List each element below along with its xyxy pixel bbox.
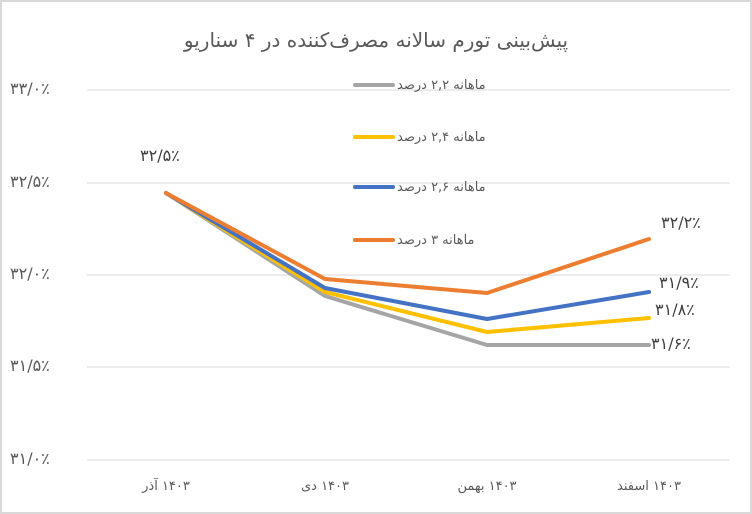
legend-item-2-2[interactable]: ماهانه ۲,۲ درصد bbox=[353, 75, 486, 95]
gridlines bbox=[87, 89, 730, 461]
data-label-end-blue: ۳۱/۹٪ bbox=[659, 273, 699, 292]
legend-swatch-blue bbox=[353, 185, 395, 189]
legend-item-2-4[interactable]: ماهانه ۲,۴ درصد bbox=[353, 127, 486, 147]
data-label-start: ۳۲/۵٪ bbox=[140, 146, 180, 165]
series-line-2-6 bbox=[164, 191, 651, 321]
legend-swatch-gray bbox=[353, 83, 395, 87]
y-tick-31: ۳۱/۰٪ bbox=[10, 449, 50, 468]
chart-title: پیش‌بینی تورم سالانه مصرف‌کننده در ۴ سنا… bbox=[183, 28, 569, 52]
y-tick-33: ۳۳/۰٪ bbox=[10, 79, 50, 98]
x-tick-azar: ۱۴۰۳ آذر bbox=[142, 479, 190, 494]
y-tick-32: ۳۲/۰٪ bbox=[10, 264, 50, 283]
y-tick-32-5: ۳۲/۵٪ bbox=[10, 172, 50, 191]
legend-label: ماهانه ۲,۲ درصد bbox=[397, 77, 486, 93]
data-label-end-gray: ۳۱/۶٪ bbox=[651, 334, 691, 353]
legend-item-2-6[interactable]: ماهانه ۲,۶ درصد bbox=[353, 177, 486, 197]
legend-label: ماهانه ۳ درصد bbox=[397, 232, 475, 248]
legend-label: ماهانه ۲,۴ درصد bbox=[397, 129, 486, 145]
data-label-end-yellow: ۳۱/۸٪ bbox=[655, 300, 695, 319]
x-tick-bahman: ۱۴۰۳ بهمن bbox=[457, 479, 517, 494]
legend-swatch-orange bbox=[353, 238, 395, 242]
series-line-3 bbox=[164, 191, 651, 295]
series-line-2-2 bbox=[164, 191, 651, 347]
legend-item-3[interactable]: ماهانه ۳ درصد bbox=[353, 230, 475, 250]
legend-label: ماهانه ۲,۶ درصد bbox=[397, 179, 486, 195]
data-label-end-orange: ۳۲/۲٪ bbox=[661, 213, 701, 232]
x-tick-esfand: ۱۴۰۳ اسفند bbox=[617, 479, 681, 494]
legend-swatch-yellow bbox=[353, 135, 395, 139]
x-tick-dey: ۱۴۰۳ دی bbox=[300, 479, 350, 494]
y-tick-31-5: ۳۱/۵٪ bbox=[10, 356, 50, 375]
